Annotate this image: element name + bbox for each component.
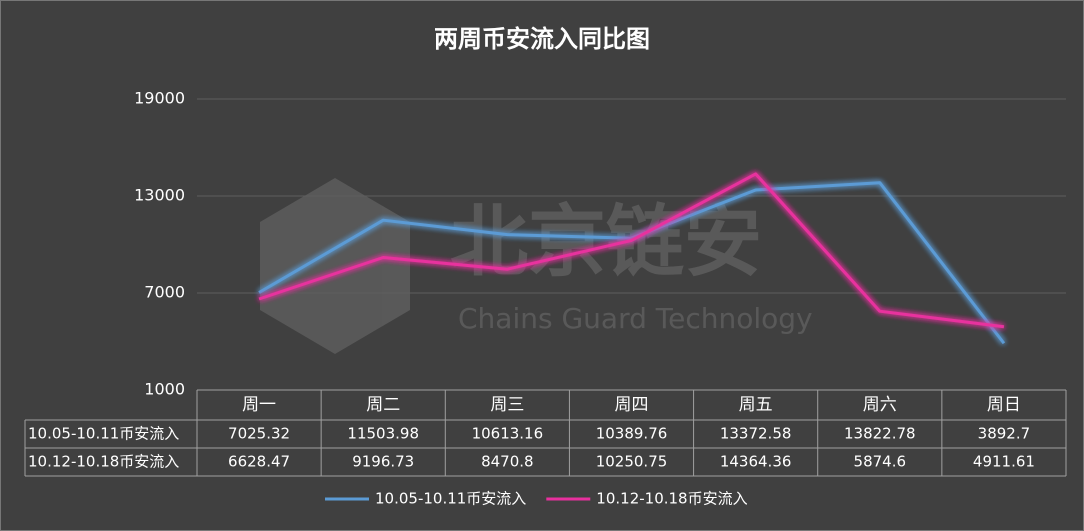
table-cell: 9196.73 [352, 453, 414, 471]
y-tick-label: 19000 [134, 89, 185, 108]
x-tick-label: 周四 [615, 395, 649, 415]
table-row-label: 10.05-10.11币安流入 [28, 425, 179, 443]
table-cell: 10613.16 [472, 425, 544, 443]
table-cell: 11503.98 [347, 425, 419, 443]
table-cell: 6628.47 [228, 453, 290, 471]
table-cell: 5874.6 [854, 453, 907, 471]
table-cell: 13372.58 [720, 425, 792, 443]
x-tick-label: 周一 [242, 395, 276, 415]
legend-label: 10.05-10.11币安流入 [375, 490, 526, 508]
table-cell: 13822.78 [844, 425, 916, 443]
x-tick-label: 周二 [366, 395, 400, 415]
series-line [258, 181, 1006, 345]
watermark-text: 北京链安 [450, 197, 762, 287]
x-tick-label: 周五 [739, 395, 773, 415]
table-row-label: 10.12-10.18币安流入 [28, 453, 179, 471]
table-cell: 3892.7 [978, 425, 1031, 443]
y-tick-label: 7000 [144, 283, 185, 302]
y-tick-label: 13000 [134, 186, 185, 205]
table-cell: 10389.76 [596, 425, 668, 443]
x-tick-label: 周三 [490, 395, 524, 415]
watermark-subtext: Chains Guard Technology [458, 302, 813, 335]
table-cell: 7025.32 [228, 425, 290, 443]
table-cell: 10250.75 [596, 453, 668, 471]
y-tick-label: 1000 [144, 380, 185, 399]
chart-title: 两周币安流入同比图 [434, 25, 650, 53]
watermark: 北京链安 Chains Guard Technology [260, 178, 813, 354]
table-cell: 8470.8 [481, 453, 534, 471]
watermark-logo [260, 178, 410, 354]
table-cell: 4911.61 [973, 453, 1035, 471]
series-line [258, 172, 1005, 329]
table-cell: 14364.36 [720, 453, 792, 471]
x-tick-label: 周日 [987, 395, 1021, 415]
legend-label: 10.12-10.18币安流入 [596, 490, 747, 508]
x-tick-label: 周六 [863, 395, 897, 415]
